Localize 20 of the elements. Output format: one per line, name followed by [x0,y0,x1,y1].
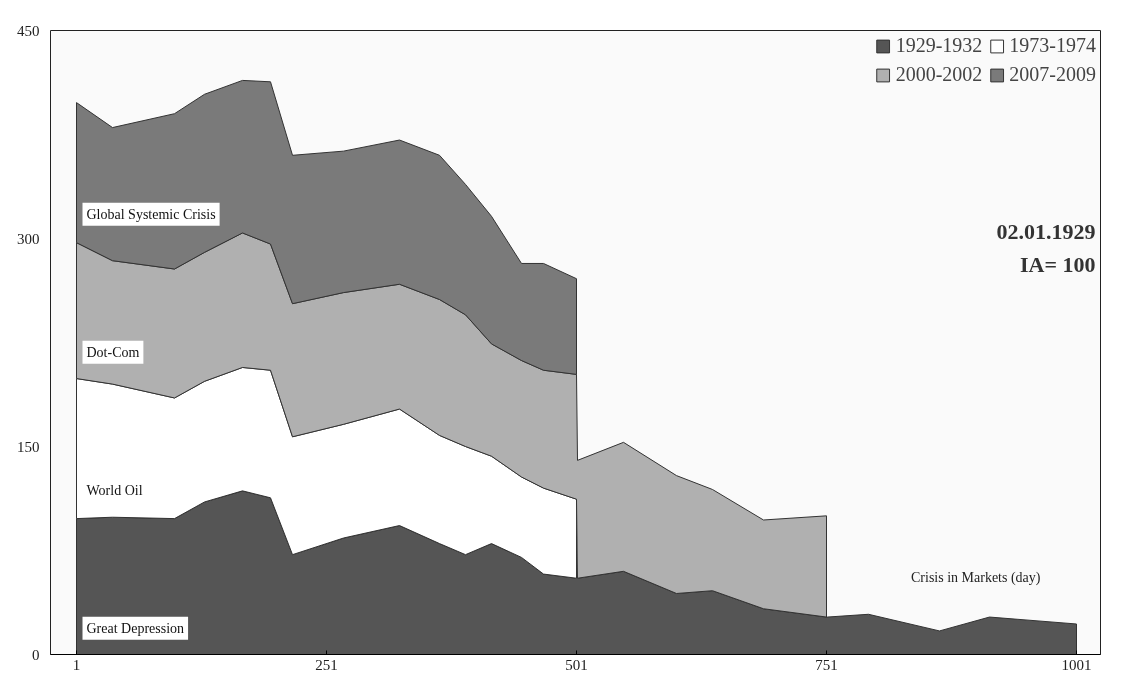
legend-label: 2000-2002 [895,63,983,86]
annotation: Great Depression [86,620,185,636]
y-tick-label: 150 [17,438,40,455]
x-tick-label: 751 [815,656,838,673]
y-tick-label: 0 [32,646,40,663]
y-tick-label: 300 [17,230,40,247]
annotation: IA= 100 [1020,252,1096,278]
annotation: 02.01.1929 [996,218,1096,244]
x-axis-title: Crisis in Markets (day) [911,570,1041,587]
x-tick-label: 251 [315,656,338,673]
annotation: World Oil [86,482,143,498]
legend-label: 1929-1932 [895,34,983,57]
x-tick-label: 1001 [1061,656,1092,673]
legend-label: 2007-2009 [1009,63,1096,86]
annotation: Global Systemic Crisis [86,206,216,222]
x-tick-label: 1 [72,656,81,673]
annotation: Dot-Com [86,344,140,360]
legend-label: 1973-1974 [1009,34,1096,57]
x-tick-label: 501 [565,656,588,673]
y-tick-label: 450 [17,22,40,39]
